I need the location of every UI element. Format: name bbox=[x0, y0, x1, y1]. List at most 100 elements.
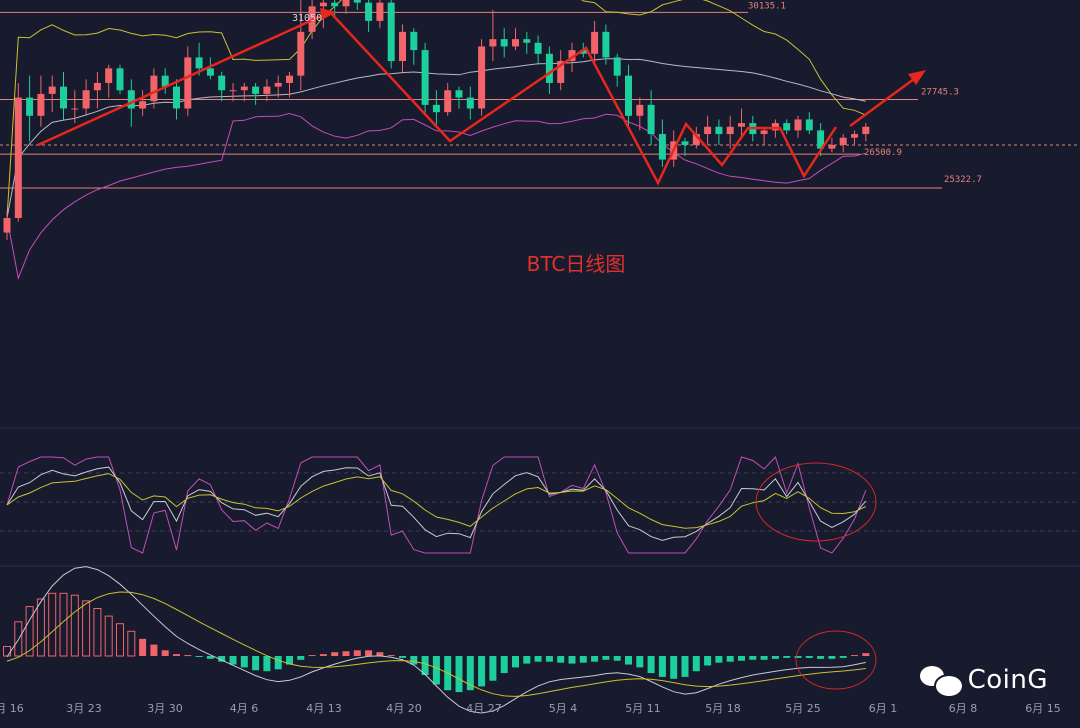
trend-forecast-arrow bbox=[849, 74, 919, 128]
candle-body bbox=[105, 68, 113, 83]
candle-body bbox=[851, 134, 858, 138]
candle-body bbox=[195, 57, 203, 69]
macd-histogram-bar bbox=[319, 654, 327, 656]
candle-body bbox=[602, 31, 610, 58]
oscillator-panel bbox=[6, 456, 877, 554]
candle-body bbox=[862, 126, 870, 135]
candle-body bbox=[184, 57, 192, 109]
macd-histogram-bar bbox=[342, 651, 350, 656]
candle-body bbox=[263, 86, 271, 94]
x-axis-tick-label: 4月 27 bbox=[466, 702, 502, 715]
macd-histogram-bar bbox=[127, 630, 136, 657]
macd-histogram-bar bbox=[602, 656, 610, 660]
oscillator-d-line bbox=[6, 473, 867, 529]
candle-body bbox=[726, 126, 734, 135]
indicator-lines bbox=[6, 0, 866, 280]
macd-histogram-bar bbox=[274, 656, 282, 670]
macd-histogram-bar bbox=[432, 656, 440, 685]
candle-body bbox=[557, 61, 565, 83]
macd-histogram-bar bbox=[862, 653, 870, 656]
x-axis-tick-label: 5月 18 bbox=[705, 702, 741, 715]
candle-body bbox=[839, 137, 847, 145]
x-axis-tick-label: 4月 13 bbox=[306, 702, 342, 715]
x-axis-tick-label: 5月 11 bbox=[625, 702, 661, 715]
candle-body bbox=[568, 50, 576, 62]
candle-body bbox=[591, 31, 599, 54]
x-axis-tick-label: 4月 20 bbox=[386, 702, 422, 715]
macd-histogram-bar bbox=[613, 656, 621, 661]
candle-body bbox=[161, 75, 169, 87]
macd-dea-line bbox=[6, 591, 866, 697]
candle-body bbox=[331, 2, 339, 7]
macd-histogram-bar bbox=[512, 656, 519, 668]
macd-histogram-bar bbox=[206, 656, 214, 659]
candle-body bbox=[421, 50, 429, 105]
macd-histogram-bar bbox=[489, 656, 497, 681]
candle-body bbox=[512, 39, 519, 47]
candle-body bbox=[342, 0, 350, 7]
arrow-head bbox=[908, 70, 926, 85]
candle-body bbox=[636, 104, 644, 116]
candle-body bbox=[399, 31, 406, 62]
candle-body bbox=[500, 39, 508, 47]
x-axis-tick-label: 6月 15 bbox=[1025, 702, 1061, 715]
macd-histogram-bar bbox=[579, 656, 587, 663]
macd-histogram-bar bbox=[173, 654, 180, 656]
macd-histogram-bar bbox=[59, 592, 68, 657]
candle-body bbox=[206, 68, 214, 76]
macd-histogram-bar bbox=[195, 656, 203, 657]
candle-body bbox=[387, 2, 395, 62]
trend-arrows bbox=[37, 8, 926, 186]
x-axis-tick-label: 4月 6 bbox=[230, 702, 259, 715]
candle-body bbox=[353, 0, 361, 3]
macd-histogram-bar bbox=[715, 656, 723, 663]
candle-body bbox=[681, 141, 689, 145]
macd-histogram-bar bbox=[851, 655, 858, 657]
macd-histogram-bar bbox=[760, 656, 768, 660]
candle-body bbox=[534, 42, 542, 54]
oscillator-k-line bbox=[6, 466, 867, 541]
macd-histogram-bar bbox=[591, 656, 599, 662]
macd-histogram-bar bbox=[82, 600, 91, 657]
macd-histogram-bar bbox=[286, 656, 293, 665]
macd-panel bbox=[3, 566, 877, 714]
macd-histogram-bar bbox=[817, 656, 825, 659]
candle-body bbox=[805, 119, 813, 131]
candle-body bbox=[545, 53, 553, 83]
candle-body bbox=[139, 101, 147, 109]
candle-body bbox=[229, 90, 237, 92]
macd-histogram-bar bbox=[523, 656, 531, 664]
macd-histogram-bar bbox=[455, 656, 463, 693]
price-level-label: 27745.3 bbox=[921, 88, 959, 98]
macd-histogram-bar bbox=[500, 656, 508, 674]
macd-histogram-bar bbox=[478, 656, 486, 687]
macd-histogram-bar bbox=[263, 656, 271, 672]
macd-histogram-bar bbox=[25, 606, 34, 657]
macd-histogram-bar bbox=[308, 655, 316, 657]
macd-histogram-bar bbox=[681, 656, 689, 677]
macd-histogram-bar bbox=[36, 598, 45, 657]
candle-body bbox=[817, 130, 825, 149]
watermark: CoinG bbox=[919, 664, 1048, 698]
macd-histogram-bar bbox=[794, 656, 802, 658]
macd-histogram-bar bbox=[161, 650, 169, 656]
moving-average-line bbox=[6, 58, 866, 219]
candle-body bbox=[760, 130, 768, 135]
macd-histogram-bar bbox=[828, 656, 836, 659]
candle-body bbox=[579, 50, 587, 54]
trend-zigzag-arrow bbox=[37, 10, 838, 186]
candle-body bbox=[173, 86, 180, 109]
macd-histogram-bar bbox=[297, 656, 305, 660]
candle-body bbox=[647, 104, 655, 135]
price-level-label: 26500.9 bbox=[864, 148, 902, 158]
macd-histogram-bar bbox=[14, 621, 23, 657]
candle-body bbox=[297, 31, 305, 76]
bollinger-lower-line bbox=[6, 112, 866, 280]
macd-histogram-bar bbox=[839, 656, 847, 658]
macd-histogram-bar bbox=[647, 656, 655, 674]
oscillator-j-line bbox=[6, 456, 867, 554]
x-axis-tick-label: 6月 1 bbox=[869, 702, 898, 715]
macd-histogram-bar bbox=[738, 656, 745, 661]
candle-body bbox=[240, 86, 248, 91]
